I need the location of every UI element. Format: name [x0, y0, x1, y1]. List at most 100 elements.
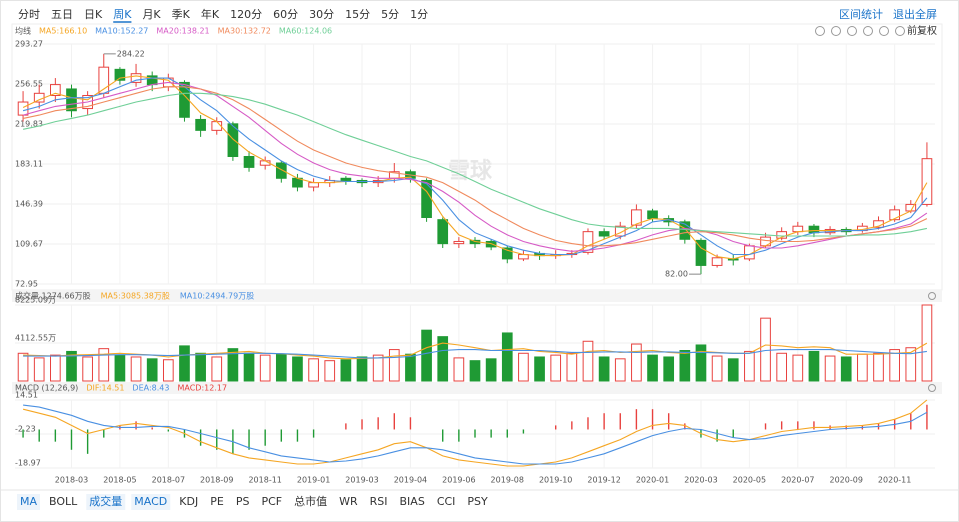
candle-body [437, 219, 449, 245]
icon-settings[interactable] [895, 26, 905, 36]
volume-bar [598, 356, 610, 382]
panel-title: 成交量 1274.66万股 [15, 291, 91, 301]
y-tick-label: -2.23 [15, 425, 36, 434]
line-series [22, 92, 928, 237]
indicator-tab[interactable]: PE [210, 495, 224, 508]
icon-left[interactable] [863, 26, 873, 36]
volume-bar [824, 355, 836, 382]
volume-bar [792, 354, 804, 382]
line-series [22, 399, 928, 467]
candle-body [711, 257, 723, 266]
volume-bar [744, 350, 755, 382]
x-tick-label: 2018-09 [200, 476, 233, 485]
indicator-tab[interactable]: PCF [261, 495, 282, 508]
volume-bar [453, 357, 465, 382]
volume-bar [534, 356, 545, 382]
volume-bar [211, 356, 223, 382]
indicator-tab[interactable]: PS [236, 495, 250, 508]
period-tab[interactable]: 60分 [273, 8, 298, 21]
x-tick-label: 2019-01 [297, 476, 330, 485]
x-tick-label: 2018-05 [103, 476, 136, 485]
indicator-tab[interactable]: 成交量 [89, 494, 122, 508]
y-tick-label: 4112.55万 [15, 333, 56, 342]
volume-bar [921, 304, 933, 382]
candle-body [631, 209, 642, 226]
candle-body [582, 231, 594, 253]
y-tick-label: 72.95 [15, 280, 38, 289]
icon-right[interactable] [879, 26, 889, 36]
active-tab-bg [17, 494, 41, 510]
candle-body [921, 158, 933, 205]
legend-entry: MACD:12.17 [177, 384, 227, 393]
volume-bar [808, 350, 820, 382]
indicator-tab[interactable]: PSY [467, 495, 488, 508]
indicator-tab[interactable]: BOLL [49, 495, 78, 508]
candle-body [679, 221, 691, 240]
x-tick-label: 2020-11 [878, 476, 911, 485]
legend-entry: MA5:3085.38万股 [101, 292, 170, 301]
x-tick-label: 2020-05 [733, 476, 766, 485]
legend-entry: MA30:132.72 [218, 27, 271, 36]
period-tab[interactable]: 年K [201, 7, 220, 21]
toolbar-icons [815, 26, 936, 392]
volume-bar [840, 356, 852, 382]
period-tab[interactable]: 五日 [51, 8, 73, 21]
legend-entry: MA20:138.21 [156, 27, 209, 36]
period-tab[interactable]: 15分 [345, 8, 370, 21]
indicator-tab[interactable]: RSI [370, 495, 388, 508]
volume-bar [405, 353, 416, 382]
indicator-tab[interactable]: BIAS [400, 495, 425, 508]
volume-bar [905, 347, 917, 382]
volume-bar [727, 358, 739, 382]
macd-header-bg [12, 382, 942, 394]
period-tab[interactable]: 日K [84, 8, 103, 21]
volume-bar [275, 353, 287, 382]
candle-body [647, 210, 658, 220]
period-tab[interactable]: 周K [113, 8, 132, 21]
volume-bar [437, 336, 449, 382]
indicator-tab[interactable]: CCI [437, 495, 456, 508]
icon-zoom-out[interactable] [831, 26, 841, 36]
line-series [23, 342, 928, 360]
indicator-tab[interactable]: MA [20, 495, 37, 508]
icon-zoom-in[interactable] [847, 26, 857, 36]
line-series [22, 81, 928, 252]
candle-body [50, 84, 61, 96]
candle-body [130, 73, 142, 83]
legend-entry: MA10:152.27 [95, 27, 148, 36]
volume-bar [614, 358, 626, 382]
candle-body [421, 179, 432, 218]
candle-body [889, 209, 900, 221]
candle-body [808, 225, 820, 234]
legend-entry: MA60:124.06 [279, 27, 332, 36]
indicator-tab[interactable]: MACD [134, 495, 167, 508]
volume-bar [631, 343, 642, 382]
line-series [22, 77, 928, 256]
indicator-tab[interactable]: KDJ [179, 495, 198, 508]
volume-bar [889, 349, 900, 382]
x-tick-label: 2020-01 [636, 476, 669, 485]
period-tab[interactable]: 5分 [381, 8, 399, 21]
period-tab[interactable]: 月K [142, 8, 161, 21]
period-tab[interactable]: 分时 [18, 8, 40, 21]
action-link[interactable]: 退出全屏 [893, 7, 937, 21]
volume-header-bg [12, 290, 942, 302]
volume-bar [66, 350, 77, 382]
volume-bar [711, 355, 723, 382]
adjust-toggle[interactable]: 前复权 [907, 24, 937, 37]
period-tab[interactable]: 30分 [309, 8, 334, 21]
volume-bar [857, 353, 868, 382]
volume-bar [130, 356, 142, 382]
period-tab[interactable]: 1分 [410, 8, 428, 21]
indicator-tab[interactable]: WR [339, 495, 358, 508]
volume-bar [33, 357, 45, 382]
icon-undo[interactable] [815, 26, 825, 36]
icon-close-volume[interactable] [928, 292, 936, 300]
period-tab[interactable]: 120分 [230, 8, 262, 21]
x-tick-label: 2020-09 [830, 476, 863, 485]
indicator-tab[interactable]: 总市值 [294, 494, 327, 508]
action-link[interactable]: 区间统计 [839, 8, 883, 21]
icon-close-macd[interactable] [928, 384, 936, 392]
period-tab[interactable]: 季K [172, 8, 191, 21]
candle-body [501, 247, 513, 260]
